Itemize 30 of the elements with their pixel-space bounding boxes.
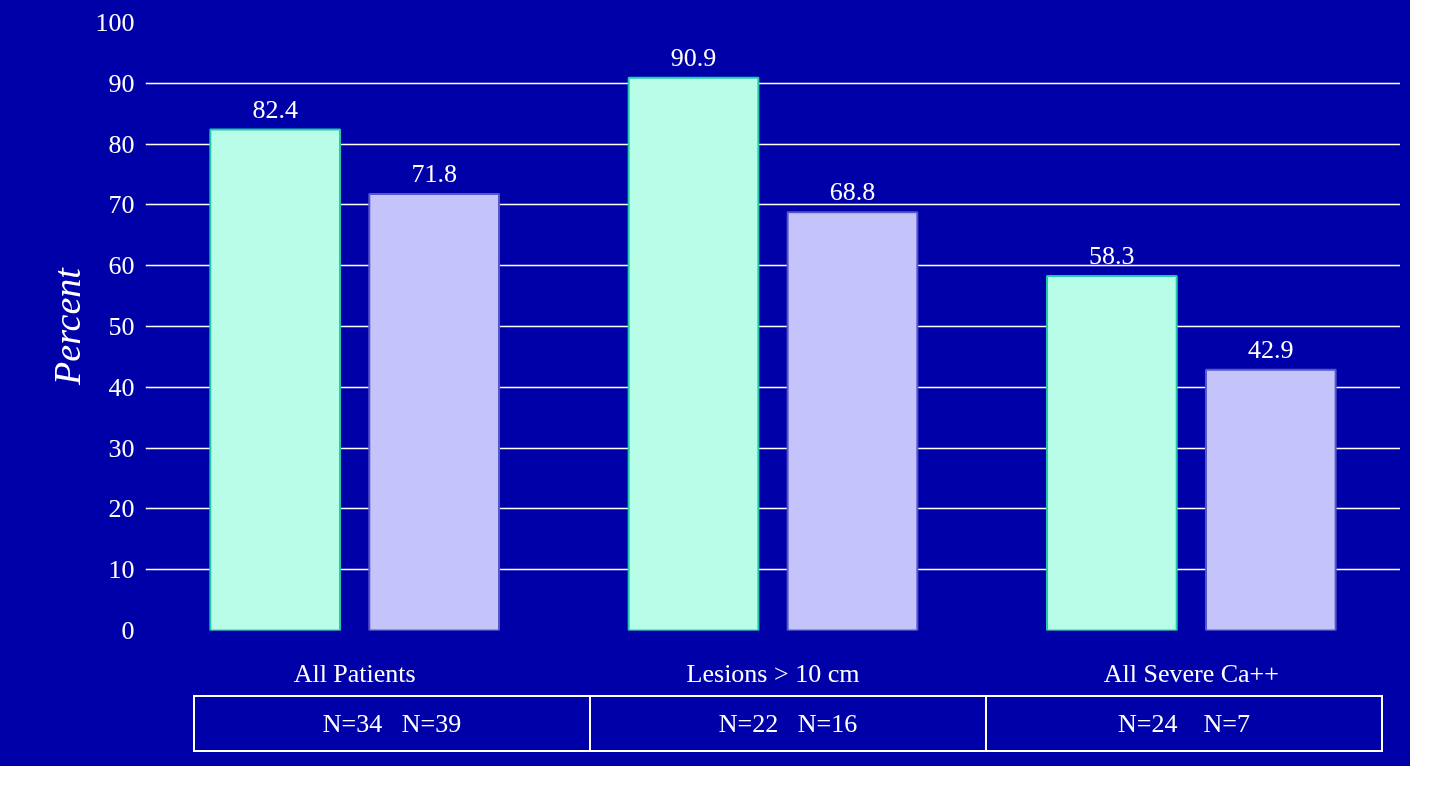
y-axis-title: Percent (45, 266, 88, 386)
x-tick-label: All Patients (293, 658, 416, 688)
data-label: 71.8 (411, 158, 457, 188)
text: N=24 N=7 (986, 696, 1382, 752)
bar (627, 76, 760, 631)
text: N=34 N=39 (194, 696, 590, 752)
bar (209, 128, 342, 631)
bar (368, 192, 500, 631)
x-tick-label: All Severe Ca++ (1103, 658, 1279, 688)
y-tick-label: 40 (108, 372, 135, 402)
y-tick-label: 70 (108, 190, 135, 220)
text: N=22 N=16 (590, 696, 986, 752)
data-label: 82.4 (252, 94, 298, 124)
bar (786, 211, 919, 631)
y-tick-label: 10 (108, 555, 135, 585)
y-tick-label: 30 (108, 433, 135, 463)
y-tick-label: 20 (108, 494, 135, 524)
bar (1046, 275, 1178, 631)
x-tick-label: Lesions > 10 cm (686, 658, 860, 688)
data-label: 58.3 (1089, 241, 1135, 271)
data-label: 68.8 (829, 177, 876, 207)
data-label: 42.9 (1248, 334, 1294, 364)
y-tick-label: 90 (108, 68, 135, 98)
y-tick-label: 0 (121, 616, 135, 645)
bar (1204, 368, 1337, 631)
y-tick-label: 50 (108, 312, 135, 341)
y-tick-label: 80 (108, 129, 135, 159)
y-tick-label: 100 (95, 8, 135, 37)
y-tick-label: 60 (108, 251, 135, 281)
data-label: 90.9 (670, 42, 717, 72)
